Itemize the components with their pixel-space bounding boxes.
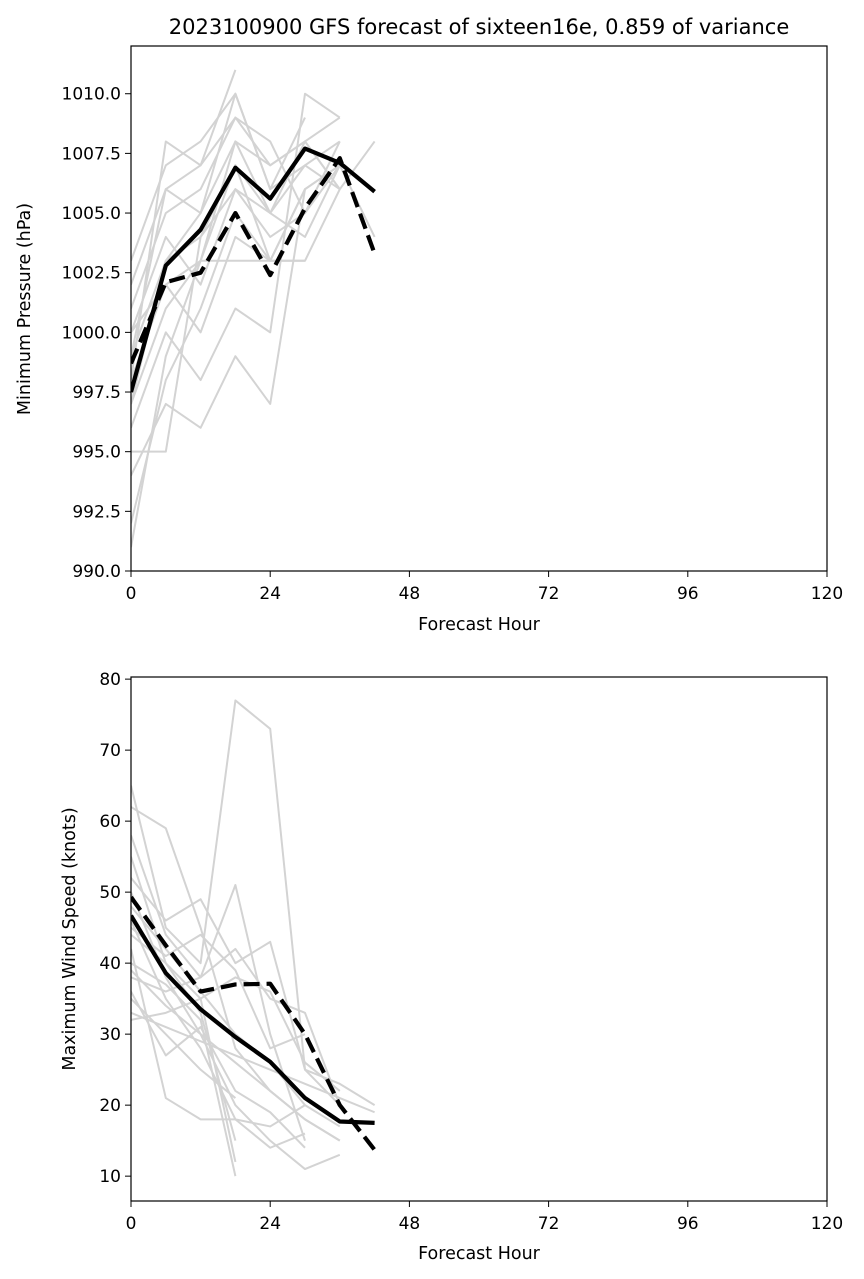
pressure-x-tick-label: 120: [811, 584, 843, 604]
wind-x-tick-label: 72: [538, 1214, 560, 1234]
wind-x-axis-title: Forecast Hour: [418, 1244, 541, 1264]
wind-y-tick-label: 50: [99, 883, 121, 903]
wind-chart: 0 24 48 72 96 120 10 20 30 40 50 60 70 80: [99, 670, 843, 1234]
wind-member-line: [131, 948, 306, 1128]
wind-member-line: [131, 976, 341, 1092]
wind-y-tick-label: 40: [99, 954, 121, 974]
pressure-y-tick-label: 990.0: [72, 562, 121, 582]
wind-y-tick-label: 80: [99, 670, 121, 690]
wind-member-line: [131, 962, 237, 1177]
pressure-member-line: [131, 92, 306, 357]
pressure-y-tick-label: 1007.5: [62, 144, 121, 164]
wind-y-axis-title: Maximum Wind Speed (knots): [60, 807, 80, 1070]
wind-dashed-line: [131, 895, 377, 1152]
pressure-x-axis-title: Forecast Hour: [418, 615, 541, 635]
pressure-x-tick-label: 96: [677, 584, 699, 604]
pressure-y-tick-label: 992.5: [72, 502, 121, 522]
wind-member-line: [131, 991, 306, 1149]
wind-x-tick-label: 24: [259, 1214, 281, 1234]
wind-y-tick-label: 10: [99, 1167, 121, 1187]
pressure-dashed-line: [131, 156, 377, 365]
pressure-member-line: [131, 164, 376, 333]
wind-y-tick-label: 20: [99, 1096, 121, 1116]
pressure-plot-area: [131, 69, 377, 548]
wind-member-line: [131, 891, 341, 1171]
wind-solid-line: [131, 914, 375, 1125]
pressure-member-line: [131, 92, 341, 262]
wind-y-tick-label: 70: [99, 741, 121, 761]
pressure-axes-frame: [130, 45, 828, 572]
wind-x-tick-label: 96: [677, 1214, 699, 1234]
wind-axes-frame: [130, 676, 828, 1202]
pressure-y-tick-label: 1005.0: [62, 204, 121, 224]
pressure-x-tick-label: 24: [259, 584, 281, 604]
pressure-y-tick-label: 1002.5: [62, 264, 121, 284]
pressure-member-line: [131, 141, 341, 405]
pressure-member-line: [131, 140, 341, 357]
pressure-x-tick-label: 48: [399, 584, 421, 604]
wind-member-line: [131, 926, 306, 1050]
pressure-y-tick-label: 1000.0: [62, 323, 121, 343]
wind-plot-area: [131, 699, 377, 1177]
pressure-chart: 0 24 48 72 96 120 990.0 992.5 995.0 997.5 1000.0 10…: [62, 45, 843, 604]
pressure-y-tick-label: 997.5: [72, 383, 121, 403]
wind-x-tick-label: 48: [399, 1214, 421, 1234]
wind-member-line: [131, 933, 237, 1141]
pressure-solid-line: [131, 146, 376, 393]
wind-y-tick-label: 30: [99, 1025, 121, 1045]
pressure-x-tick-label: 0: [126, 584, 137, 604]
pressure-member-line: [131, 92, 341, 429]
wind-member-line: [131, 969, 341, 1142]
pressure-x-tick-label: 72: [538, 584, 560, 604]
pressure-y-tick-label: 1010.0: [62, 85, 121, 105]
wind-member-line: [131, 947, 341, 1106]
pressure-member-line: [131, 189, 306, 476]
wind-y-tick-label: 60: [99, 812, 121, 832]
wind-member-line: [131, 1011, 375, 1114]
pressure-y-tick-label: 995.0: [72, 443, 121, 463]
wind-x-tick-label: 120: [811, 1214, 843, 1234]
wind-x-tick-label: 0: [126, 1214, 137, 1234]
wind-member-line: [131, 877, 376, 1106]
pressure-y-axis-title: Minimum Pressure (hPa): [15, 203, 35, 415]
wind-member-line: [131, 856, 237, 1163]
chart-title: 2023100900 GFS forecast of sixteen16e, 0…: [169, 15, 789, 39]
